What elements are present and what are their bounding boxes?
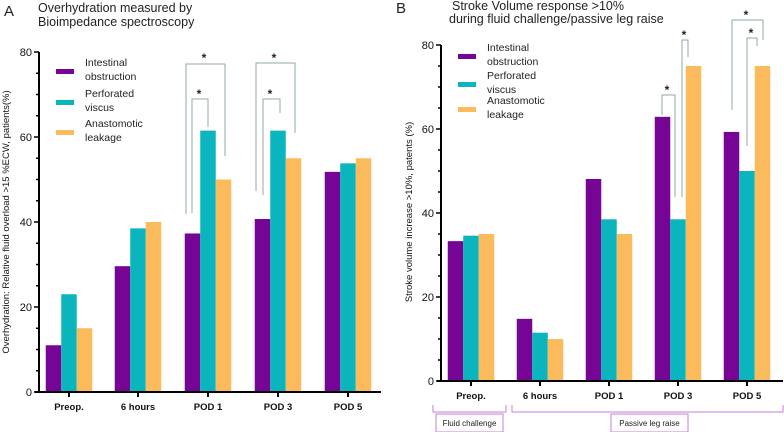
bar-a-2-4 xyxy=(355,158,372,392)
significance-star-b-3: * xyxy=(749,26,754,40)
significance-bracket-a-0 xyxy=(185,63,226,214)
group-bracket-passive-leg-raise xyxy=(511,405,784,413)
significance-bracket-b-2 xyxy=(731,19,764,110)
y-tick-label-b: 60 xyxy=(422,124,434,136)
legend-label-b-0: Intestinal xyxy=(487,42,529,54)
legend-label-a-2: leakage xyxy=(85,132,122,144)
y-tick-label-b: 0 xyxy=(428,376,434,388)
significance-star-a-0: * xyxy=(202,51,207,65)
bar-a-0-2 xyxy=(184,233,201,392)
x-tick-label-b: POD 3 xyxy=(664,391,693,402)
bar-a-1-4 xyxy=(340,163,356,392)
x-tick-label-b: POD 1 xyxy=(595,391,624,402)
y-tick-label-b: 40 xyxy=(422,208,434,220)
group-label-passive-leg-raise: Passive leg raise xyxy=(619,419,680,428)
bar-a-1-2 xyxy=(200,130,216,392)
bar-a-0-3 xyxy=(254,219,271,392)
significance-bracket-b-3 xyxy=(746,37,758,146)
significance-star-a-3: * xyxy=(268,87,273,101)
group-bracket-fluid-challenge xyxy=(432,405,507,413)
bar-a-2-2 xyxy=(215,179,232,392)
significance-star-b-0: * xyxy=(665,83,670,97)
x-tick-label-b: POD 5 xyxy=(733,391,762,402)
bar-b-2-1 xyxy=(547,339,564,381)
title-b-line1: Stroke Volume response >10% xyxy=(452,0,624,13)
bar-a-1-3 xyxy=(270,130,286,392)
x-tick-label-a: 6 hours xyxy=(121,402,155,413)
title-a-line1: Overhydration measured by xyxy=(38,1,193,15)
legend-label-b-2: Anastomotic xyxy=(487,95,545,107)
significance-bracket-a-3 xyxy=(262,98,281,195)
legend-label-a-2: Anastomotic xyxy=(85,118,143,130)
legend-label-a-1: viscus xyxy=(85,102,114,114)
x-tick-label-b: Preop. xyxy=(456,391,486,402)
bar-b-1-0 xyxy=(463,235,479,381)
title-a-line2: Bioimpedance spectroscopy xyxy=(38,15,195,29)
group-box-fluid-challenge xyxy=(435,413,504,432)
bar-b-0-0 xyxy=(447,241,464,381)
bar-a-2-1 xyxy=(145,222,162,392)
group-label-fluid-challenge: Fluid challenge xyxy=(443,419,497,428)
bar-b-1-3 xyxy=(670,219,686,381)
bar-b-2-3 xyxy=(685,66,702,381)
legend-label-a-0: obstruction xyxy=(85,71,137,83)
legend-swatch-b-0 xyxy=(458,54,476,59)
y-axis-label-a: Overhydration: Relative fluid overload >… xyxy=(1,90,12,353)
bar-a-0-1 xyxy=(114,266,131,392)
bar-a-0-0 xyxy=(45,345,62,392)
x-tick-label-a: POD 1 xyxy=(194,402,223,413)
legend-label-b-1: Perforated xyxy=(487,70,536,82)
significance-bracket-a-2 xyxy=(255,62,296,191)
bar-a-1-1 xyxy=(130,228,146,392)
bar-b-0-3 xyxy=(654,116,671,381)
legend-label-b-1: viscus xyxy=(487,84,516,96)
legend-label-b-2: leakage xyxy=(487,109,524,121)
legend-swatch-a-0 xyxy=(56,69,74,74)
significance-bracket-b-1 xyxy=(681,39,689,197)
x-tick-label-b: 6 hours xyxy=(523,391,557,402)
legend-swatch-b-2 xyxy=(458,107,476,112)
y-axis-label-b: Stroke volume increase >10%, patents (%) xyxy=(404,122,415,302)
bar-b-1-4 xyxy=(739,171,755,381)
bar-b-1-1 xyxy=(532,332,548,381)
significance-star-a-2: * xyxy=(272,51,277,65)
y-tick-label-a: 20 xyxy=(20,302,32,314)
bar-b-0-4 xyxy=(723,131,740,381)
significance-star-b-2: * xyxy=(744,8,749,22)
significance-star-a-1: * xyxy=(197,87,202,101)
legend-label-a-0: Intestinal xyxy=(85,57,127,69)
bar-a-1-0 xyxy=(61,294,77,392)
bar-b-2-0 xyxy=(478,234,495,381)
significance-star-b-1: * xyxy=(682,28,687,42)
significance-bracket-a-1 xyxy=(191,98,209,213)
group-box-passive-leg-raise xyxy=(610,413,689,432)
y-tick-label-a: 60 xyxy=(20,132,32,144)
title-b-line2: during fluid challenge/passive leg raise xyxy=(449,12,664,26)
y-tick-label-b: 20 xyxy=(422,292,434,304)
bar-b-0-1 xyxy=(516,318,533,381)
bar-b-1-2 xyxy=(601,219,617,381)
y-tick-label-a: 0 xyxy=(26,387,32,399)
bar-a-2-3 xyxy=(285,158,302,392)
bar-b-2-4 xyxy=(754,66,771,381)
y-tick-label-b: 80 xyxy=(422,40,434,52)
x-tick-label-a: Preop. xyxy=(54,402,84,413)
bar-a-0-4 xyxy=(324,171,341,392)
bar-a-2-0 xyxy=(76,328,93,392)
legend-swatch-a-2 xyxy=(56,130,74,135)
x-tick-label-a: POD 5 xyxy=(334,402,363,413)
panel-label-b: B xyxy=(396,0,406,17)
legend-swatch-a-1 xyxy=(56,100,74,105)
bar-b-2-2 xyxy=(616,234,633,381)
legend-label-b-0: obstruction xyxy=(487,56,539,68)
significance-bracket-b-0 xyxy=(661,94,676,197)
legend-swatch-b-1 xyxy=(458,82,476,87)
x-tick-label-a: POD 3 xyxy=(264,402,293,413)
y-tick-label-a: 80 xyxy=(20,47,32,59)
legend-label-a-1: Perforated xyxy=(85,88,134,100)
panel-label-a: A xyxy=(4,3,14,20)
bar-b-0-2 xyxy=(585,178,602,381)
y-tick-label-a: 40 xyxy=(20,217,32,229)
